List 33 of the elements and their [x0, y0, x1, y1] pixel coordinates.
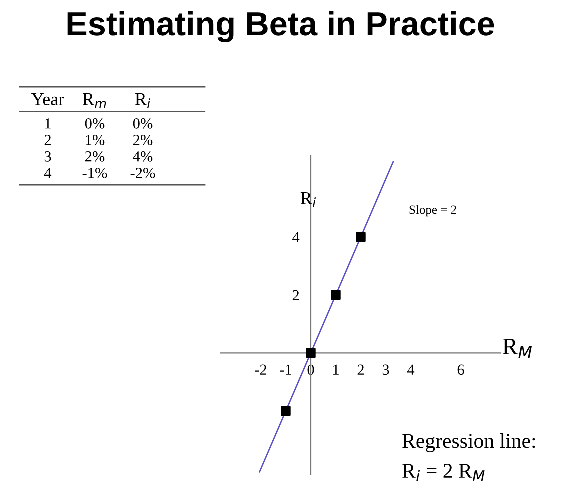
text: 0%	[85, 118, 105, 129]
text: 2%	[133, 135, 153, 146]
annotation: R$_{i}$ = 2 R$_{M}$	[402, 464, 485, 482]
point	[356, 232, 366, 242]
text: R$_{m}$	[82, 93, 106, 108]
x-axis-title: R$_{M}$	[502, 338, 532, 358]
text: 0%	[133, 118, 153, 129]
x-tick-label: 6	[458, 364, 464, 376]
x-tick-label: 1	[334, 364, 339, 375]
text: 1	[46, 118, 51, 129]
text: 4%	[133, 152, 153, 162]
point	[331, 290, 341, 300]
x-tick-label: -1	[280, 364, 292, 375]
annotation: Slope = 2	[410, 205, 456, 217]
text: 2	[44, 135, 51, 146]
chart-title: Estimating Beta in Practice	[68, 11, 494, 43]
text: 1%	[86, 135, 105, 146]
text: -1%	[82, 168, 108, 178]
x-tick-label: 2	[358, 364, 364, 375]
point	[281, 406, 291, 416]
text: -2%	[130, 168, 156, 178]
y-axis-title: R$_{i}$	[300, 192, 316, 208]
x-tick-label: -2	[255, 364, 267, 375]
x-tick-label: 3	[382, 364, 390, 376]
annotation: Regression line:	[402, 434, 536, 452]
x-tick-label: 0	[308, 364, 314, 376]
text: 3	[44, 152, 52, 162]
text: 4	[44, 168, 52, 178]
text: Year	[32, 94, 64, 106]
text: R$_{i}$	[135, 93, 151, 108]
text: 2%	[85, 152, 105, 162]
point	[306, 348, 316, 358]
x-tick-label: 4	[407, 364, 415, 375]
